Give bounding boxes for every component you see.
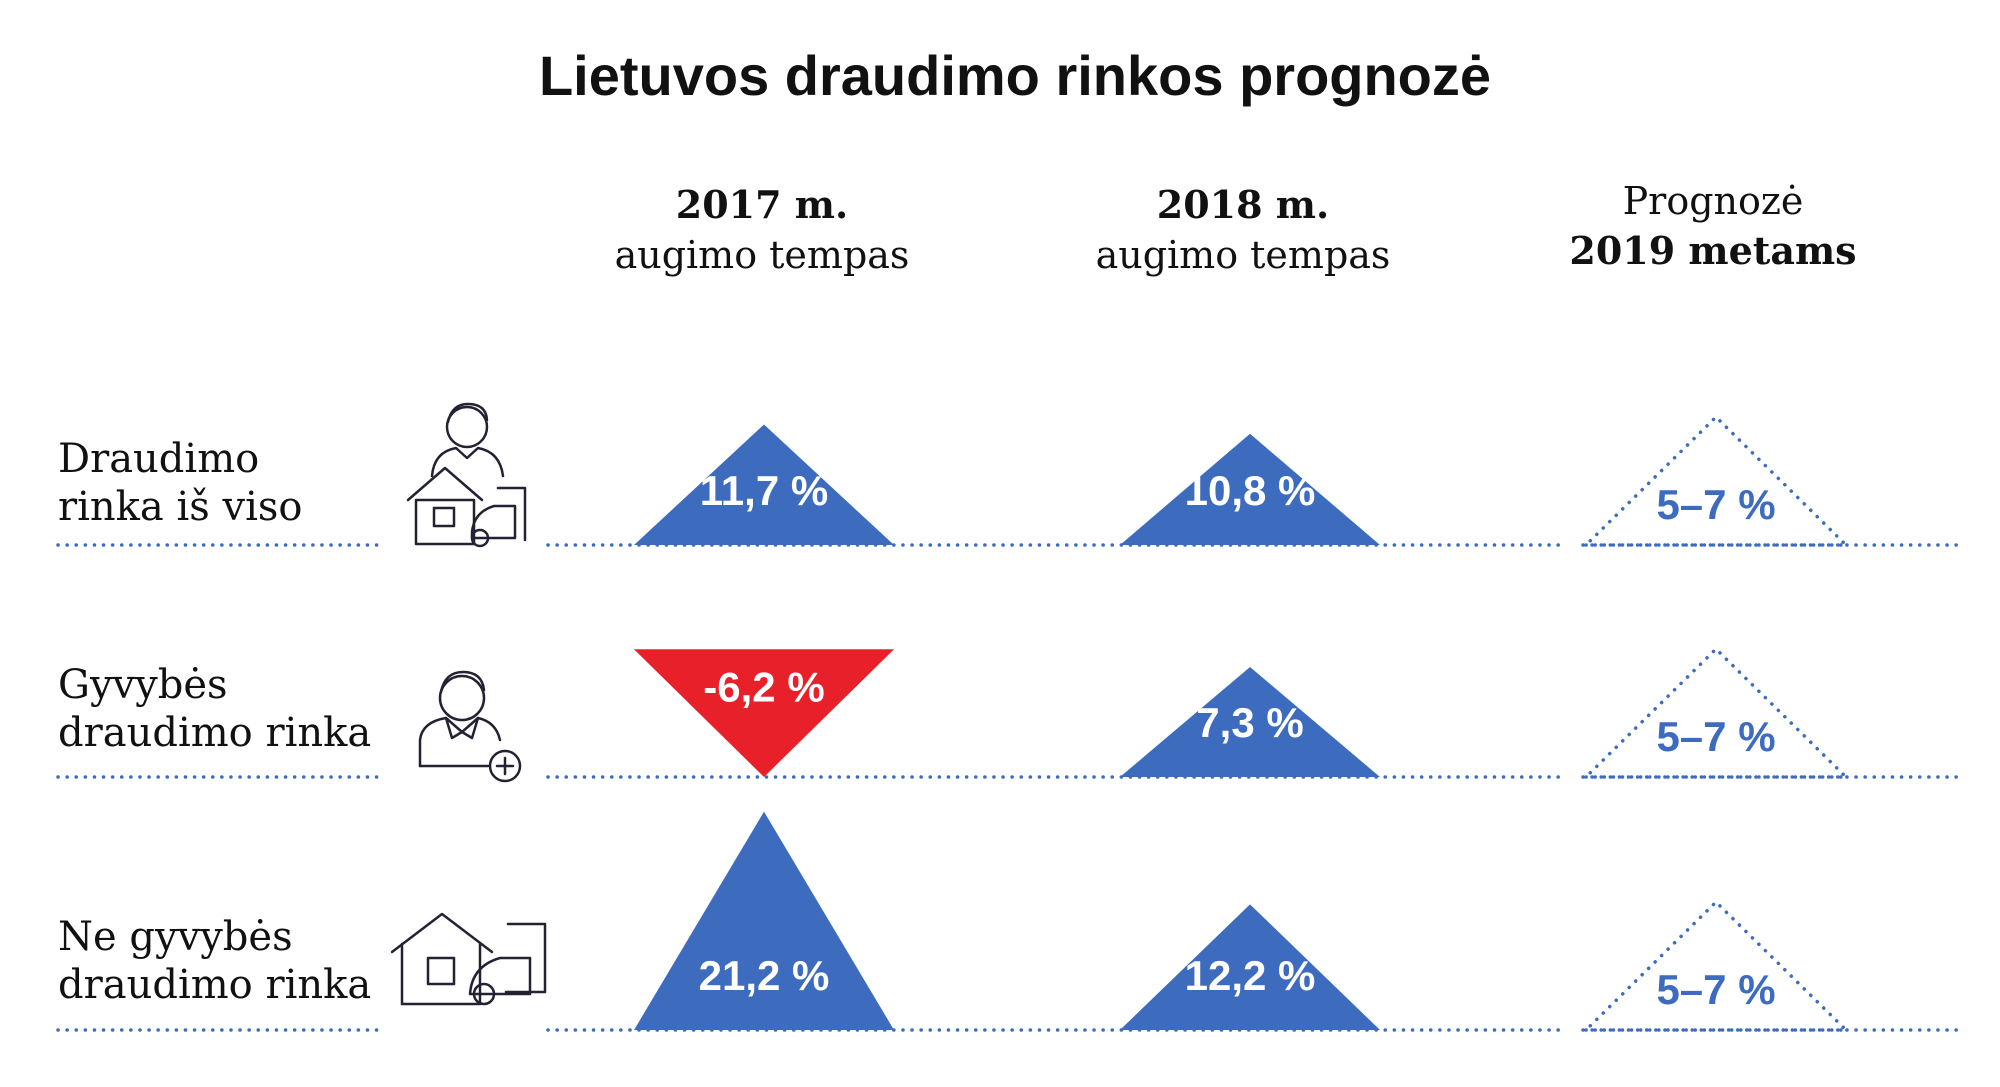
col-header-2017-caption: augimo tempas [615, 233, 910, 277]
row-label-total-line1: Draudimo [58, 436, 259, 482]
row-label-nonlife-line2: draudimo rinka [58, 962, 371, 1008]
value-label: 5–7 % [1656, 481, 1775, 528]
value-label: 5–7 % [1656, 966, 1775, 1013]
person-house-car-icon [406, 402, 527, 548]
value-label: 11,7 % [700, 467, 828, 514]
col-header-forecast-label: Prognozė [1623, 179, 1804, 223]
value-label: 12,2 % [1185, 952, 1316, 999]
col-header-forecast-year: 2019 metams [1569, 228, 1856, 273]
value-label: 7,3 % [1196, 699, 1303, 746]
value-label: -6,2 % [703, 663, 824, 710]
col-header-2018-year: 2018 m. [1157, 182, 1329, 227]
growth-triangle [1120, 904, 1380, 1030]
house-car-icon [390, 912, 547, 1006]
value-label: 5–7 % [1656, 713, 1775, 760]
chart-cells: 11,7 % 10,8 % 5–7 % -6,2 % 7,3 % 5–7 % 21,2 % 1… [634, 414, 1851, 1032]
row-label-life-line2: draudimo rinka [58, 710, 371, 756]
row-label-nonlife-line1: Ne gyvybės [58, 914, 293, 960]
row-label-life-line1: Gyvybės [58, 662, 228, 708]
col-header-2018-caption: augimo tempas [1096, 233, 1391, 277]
col-header-2017-year: 2017 m. [676, 182, 848, 227]
growth-triangle [1120, 433, 1380, 545]
page-title: Lietuvos draudimo rinkos prognozė [539, 44, 1491, 107]
person-plus-icon [418, 670, 522, 783]
growth-triangle [634, 424, 894, 545]
decline-triangle [634, 649, 894, 777]
growth-triangle [634, 811, 894, 1030]
row-baselines [56, 543, 1962, 1032]
row-label-total-line2: rinka iš viso [58, 484, 303, 530]
value-label: 21,2 % [699, 952, 830, 999]
growth-triangle [1120, 667, 1380, 777]
value-label: 10,8 % [1185, 467, 1316, 514]
